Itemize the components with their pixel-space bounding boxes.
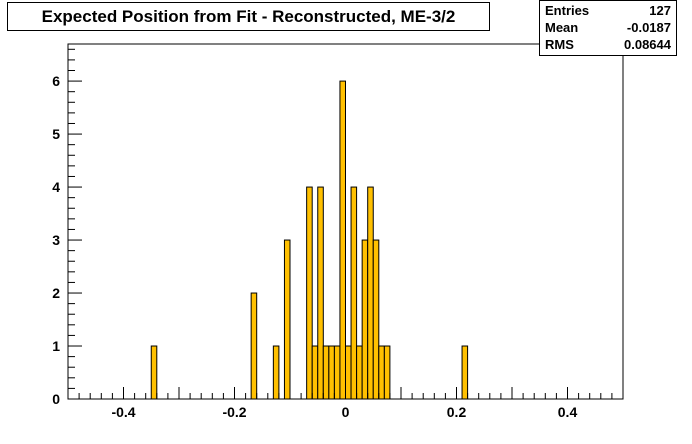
histogram-bar: [378, 345, 385, 400]
x-tick-label: -0.4: [111, 404, 135, 420]
histogram-bar: [356, 345, 363, 400]
histogram-bars: [150, 80, 469, 400]
stats-rms-row: RMS 0.08644: [545, 37, 671, 53]
stats-entries-label: Entries: [545, 3, 590, 18]
histogram-bar: [372, 239, 380, 400]
histogram-bar: [250, 292, 258, 400]
x-tick-label: 0.2: [447, 404, 467, 420]
stats-entries-value: 127: [649, 3, 671, 18]
y-tick-label: 2: [52, 285, 60, 301]
y-tick-label: 1: [52, 338, 60, 354]
histogram-bar: [328, 345, 335, 400]
stats-rms-value: 0.08644: [624, 37, 671, 52]
y-tick-label: 5: [52, 126, 60, 142]
histogram-bar: [339, 80, 347, 400]
histogram-bar: [361, 239, 369, 400]
histogram-bar: [150, 345, 158, 400]
histogram-bar: [345, 345, 352, 400]
stats-mean-value: -0.0187: [626, 20, 671, 35]
y-axis: 0 1 2 3 4 5 6: [52, 48, 82, 407]
stats-mean-label: Mean: [545, 20, 579, 35]
x-tick-label: 0: [342, 404, 350, 420]
stats-mean-row: Mean -0.0187: [545, 20, 671, 36]
histogram-bar: [350, 186, 358, 400]
histogram-bar: [306, 186, 313, 400]
stats-box: Entries 127 Mean -0.0187 RMS 0.08644: [539, 0, 677, 56]
histogram-bar: [322, 345, 330, 400]
histogram-bar: [367, 186, 374, 400]
y-tick-label: 0: [52, 391, 60, 407]
x-tick-label: 0.4: [558, 404, 578, 420]
histogram-bar: [317, 186, 324, 400]
x-tick-label: -0.2: [222, 404, 246, 420]
x-axis: -0.4 -0.2 0 0.2 0.4: [67, 387, 624, 420]
chart-title: Expected Position from Fit - Reconstruct…: [7, 2, 490, 31]
histogram-bar: [283, 239, 291, 400]
histogram-bar: [311, 345, 319, 400]
stats-rms-label: RMS: [545, 37, 574, 52]
y-tick-label: 6: [52, 73, 60, 89]
histogram-bar: [333, 345, 341, 400]
histogram-bar: [272, 345, 280, 400]
histogram-bar: [383, 345, 391, 400]
histogram-bar: [461, 345, 469, 400]
y-tick-label: 3: [52, 232, 60, 248]
chart-title-text: Expected Position from Fit - Reconstruct…: [41, 6, 456, 26]
y-tick-label: 4: [52, 179, 60, 195]
stats-entries-row: Entries 127: [545, 3, 671, 19]
